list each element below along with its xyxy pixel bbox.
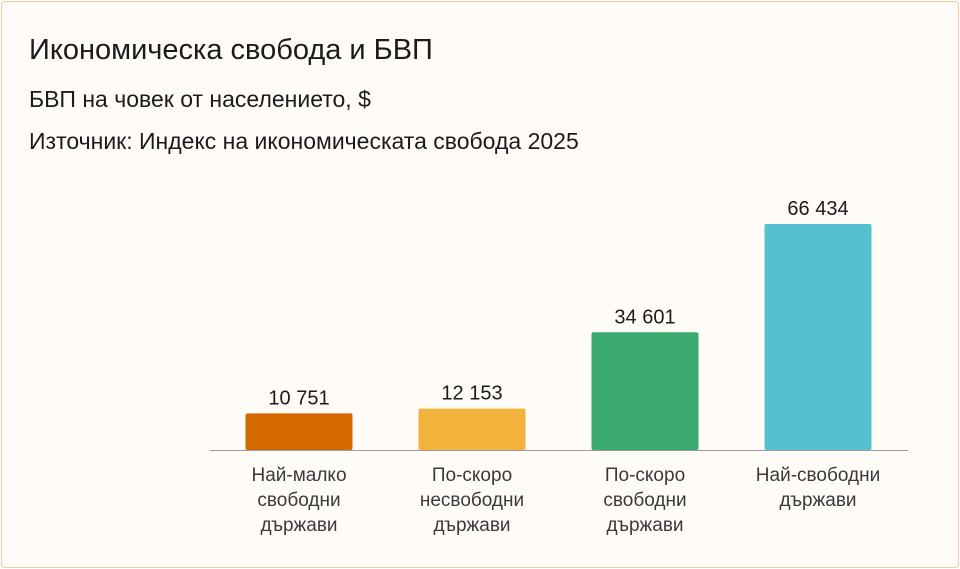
category-label-0-line-2: държави xyxy=(260,515,337,536)
category-label-0-line-0: Най-малко xyxy=(251,465,346,486)
chart-subtitle: БВП на човек от населението, $ xyxy=(29,86,371,112)
category-label-1-line-1: несвободни xyxy=(420,490,524,511)
category-label-1-line-2: държави xyxy=(433,515,510,536)
category-label-0-line-1: свободни xyxy=(257,490,340,511)
category-label-2-line-0: По-скоро xyxy=(605,465,685,486)
category-label-1-line-0: По-скоро xyxy=(432,465,512,486)
chart-title: Икономическа свобода и БВП xyxy=(29,34,433,66)
bar-1 xyxy=(418,408,526,450)
bar-2 xyxy=(591,332,699,450)
bar-0 xyxy=(245,413,353,450)
chart-source: Източник: Индекс на икономическата свобо… xyxy=(29,128,579,154)
category-label-2-line-1: свободни xyxy=(603,490,686,511)
bar-3 xyxy=(764,224,872,450)
value-label-2: 34 601 xyxy=(614,306,675,328)
value-label-0: 10 751 xyxy=(268,387,329,409)
category-label-2-line-2: държави xyxy=(606,515,683,536)
value-label-1: 12 153 xyxy=(441,383,502,405)
category-label-3-line-0: Най-свободни xyxy=(756,465,880,486)
value-label-3: 66 434 xyxy=(787,198,848,220)
category-label-3-line-1: държави xyxy=(779,490,856,511)
